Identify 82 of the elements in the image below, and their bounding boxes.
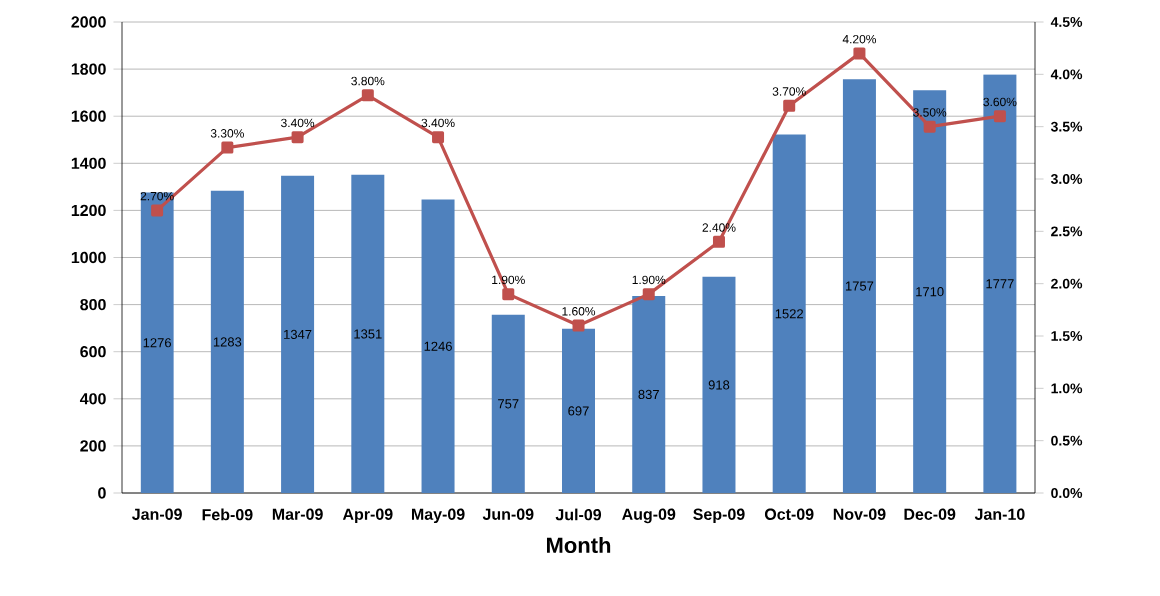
point — [712, 235, 725, 248]
y2-tick-label: 4.0% — [1050, 69, 1083, 80]
point — [432, 131, 445, 144]
bar — [140, 192, 174, 493]
x-tick-label: Sep-09 — [693, 508, 745, 524]
point — [572, 319, 585, 332]
data-label: 1246 — [424, 341, 452, 351]
y-tick-label: 2000 — [71, 16, 106, 28]
y-tick-label: 1200 — [71, 204, 106, 217]
y2-tick-label: 0.0% — [1051, 488, 1083, 498]
data-label: 3.40% — [281, 118, 315, 128]
x-axis-title: Month — [547, 536, 611, 554]
point — [783, 99, 796, 112]
point — [923, 120, 936, 133]
data-label: 1710 — [916, 287, 944, 297]
x-tick-label: May-09 — [411, 508, 465, 524]
bar — [702, 276, 736, 493]
point — [642, 288, 655, 301]
x-tick-label: Mar-09 — [272, 508, 323, 520]
y-tick-label: 1400 — [71, 157, 106, 169]
x-tick-label: Jan-09 — [132, 508, 182, 520]
data-label: 1347 — [284, 329, 312, 339]
data-label: 4.20% — [842, 34, 877, 44]
x-tick-label: Feb-09 — [202, 508, 253, 521]
bar — [842, 79, 876, 493]
bar — [210, 190, 244, 493]
y2-tick-label: 2.5% — [1051, 226, 1083, 237]
y2-tick-label: 3.0% — [1050, 174, 1083, 184]
bar — [281, 175, 315, 493]
y-tick-label: 400 — [79, 393, 106, 405]
y2-tick-label: 3.5% — [1050, 121, 1083, 132]
data-label: 3.80% — [351, 76, 385, 86]
data-label: 3.30% — [210, 129, 244, 138]
data-label: 697 — [568, 406, 589, 416]
data-label: 1.60% — [562, 307, 596, 316]
x-tick-label: Oct-09 — [764, 508, 814, 520]
y-tick-label: 200 — [80, 440, 106, 452]
point — [361, 89, 374, 102]
x-tick-label: Aug-09 — [622, 508, 676, 524]
point — [502, 288, 515, 301]
data-label: 1283 — [213, 337, 242, 347]
y-tick-label: 0 — [98, 487, 106, 499]
y2-tick-label: 2.0% — [1051, 278, 1083, 289]
y-tick-label: 1000 — [71, 251, 106, 264]
data-label: 757 — [498, 399, 519, 409]
bar — [491, 314, 525, 493]
data-label: 1777 — [986, 279, 1014, 289]
y2-tick-label: 1.0% — [1051, 383, 1083, 394]
y-tick-label: 600 — [80, 346, 106, 358]
data-label: 3.70% — [772, 87, 806, 96]
bar — [632, 295, 666, 493]
x-tick-label: Jan-10 — [974, 508, 1025, 520]
y-tick-label: 1800 — [71, 63, 106, 75]
data-label: 1522 — [775, 309, 803, 319]
point — [291, 131, 304, 144]
data-label: 837 — [638, 389, 659, 400]
x-tick-label: Jun-09 — [482, 508, 534, 520]
data-label: 3.40% — [421, 118, 455, 128]
data-label: 1276 — [143, 338, 171, 348]
bar — [772, 134, 806, 493]
data-label: 1757 — [845, 281, 874, 291]
y-tick-label: 1600 — [71, 110, 106, 122]
bar — [421, 199, 455, 493]
x-tick-label: Apr-09 — [342, 508, 393, 524]
y-tick-label: 800 — [80, 298, 106, 311]
bar — [983, 74, 1017, 493]
y2-tick-label: 0.5% — [1051, 435, 1083, 446]
x-tick-label: Dec-09 — [904, 508, 956, 520]
bar — [913, 90, 947, 493]
data-label: 1351 — [354, 329, 382, 339]
point — [151, 204, 164, 217]
point — [993, 110, 1006, 123]
x-tick-label: Nov-09 — [833, 508, 886, 520]
point — [221, 141, 234, 154]
point — [853, 47, 866, 60]
bar — [562, 328, 596, 493]
data-label: 1.90% — [632, 275, 666, 285]
y2-tick-label: 4.5% — [1050, 17, 1083, 27]
data-label: 918 — [708, 380, 730, 390]
y2-tick-label: 1.5% — [1051, 331, 1083, 341]
x-tick-label: Jul-09 — [555, 508, 602, 521]
bar — [351, 174, 385, 493]
